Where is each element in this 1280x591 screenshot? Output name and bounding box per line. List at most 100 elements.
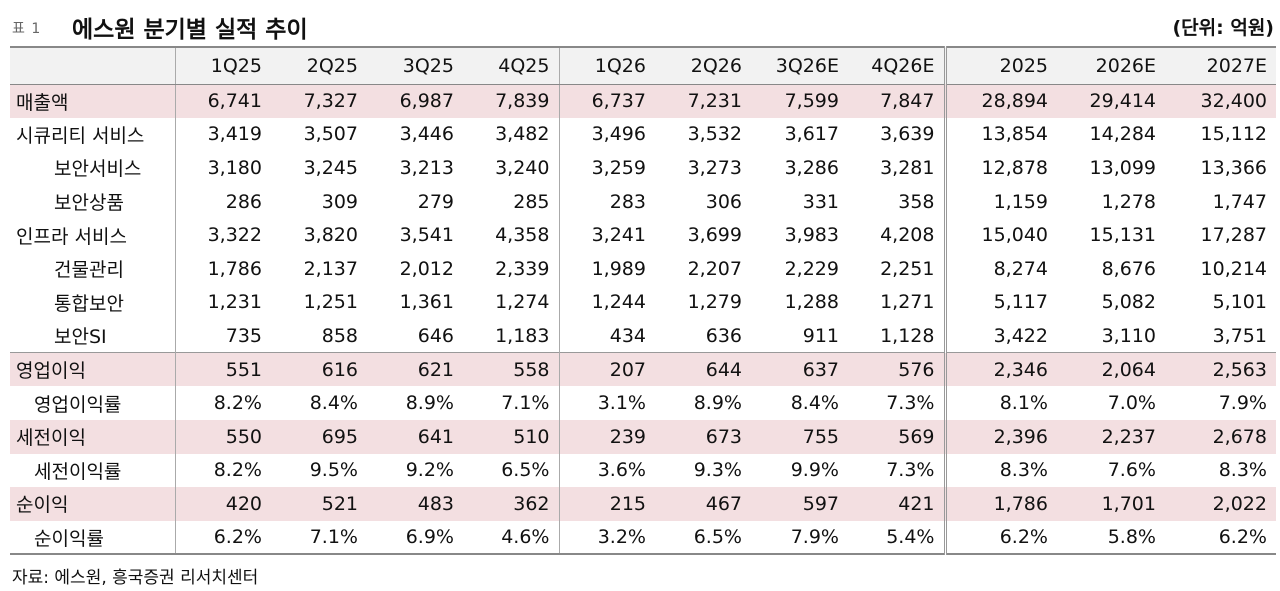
table-cell: 286 (174, 184, 271, 219)
table-cell: 7.1% (501, 392, 550, 415)
table-cell: 1,159 (943, 184, 1057, 219)
table-cell: 1,786 (943, 487, 1057, 521)
table-cell: 15,131 (1089, 224, 1156, 247)
table-cell: 3,245 (303, 156, 358, 179)
table-cell: 2,396 (943, 419, 1057, 454)
table-cell: 13,366 (1200, 156, 1267, 179)
row-label: 통합보안 (54, 292, 124, 315)
table-cell: 12,878 (943, 151, 1057, 185)
table-cell: 673 (705, 425, 742, 448)
column-header: 2025 (943, 46, 1057, 85)
table-cell: 911 (802, 324, 839, 347)
table-cell: 4,208 (880, 224, 935, 247)
table-cell: 2,563 (1165, 352, 1276, 387)
table-cell: 1,747 (1212, 190, 1267, 213)
table-cell: 7.6% (1107, 459, 1156, 482)
table-cell: 3.1% (558, 386, 655, 420)
row-label: 영업이익 (10, 352, 175, 387)
row-label: 순이익 (16, 494, 69, 517)
table-cell: 8.4% (309, 392, 358, 415)
row-label: 순이익률 (10, 520, 175, 556)
table-row: 통합보안 1,231 1,251 1,361 1,274 1,244 1,279 1,288 1… (10, 285, 1276, 320)
column-header: 3Q26E (751, 46, 848, 85)
table-cell: 13,854 (943, 117, 1057, 152)
table-cell: 7.0% (1107, 392, 1156, 415)
table-cell: 358 (898, 190, 935, 213)
header-corner (10, 46, 175, 85)
column-header: 2026E (1057, 46, 1165, 85)
table-cell: 3,507 (303, 123, 358, 146)
table-cell: 13,099 (1089, 156, 1156, 179)
table-cell: 6.2% (174, 520, 271, 556)
table-cell: 641 (417, 425, 454, 448)
table-cell: 331 (802, 190, 839, 213)
table-cell: 420 (174, 487, 271, 521)
table-cell: 207 (558, 352, 655, 387)
table-cell: 7.9% (1218, 392, 1267, 415)
table-cell: 636 (705, 324, 742, 347)
table-cell: 1,274 (495, 291, 550, 314)
table-cell: 755 (802, 425, 839, 448)
table-cell: 6.5% (655, 520, 751, 556)
table-cell: 32,400 (1200, 90, 1267, 113)
table-cell: 8.4% (790, 392, 839, 415)
table-cell: 3,496 (558, 117, 655, 152)
table-cell: 2,339 (495, 257, 550, 280)
table-cell: 6,987 (399, 90, 454, 113)
table-cell: 644 (655, 352, 751, 387)
table-cell: 550 (174, 419, 271, 454)
table-cell: 4.6% (463, 520, 559, 556)
table-cell: 467 (705, 492, 742, 515)
table-cell: 621 (367, 352, 463, 387)
table-cell: 6,737 (558, 84, 655, 118)
table-cell: 1,183 (495, 324, 550, 347)
table-cell: 8.2% (174, 453, 271, 488)
table-cell: 2,022 (1212, 492, 1267, 515)
row-label: 매출액 (16, 91, 69, 114)
column-header: 1Q26 (558, 46, 655, 85)
table-cell: 2,237 (1101, 425, 1156, 448)
table-cell: 6.2% (1165, 520, 1276, 556)
table-cell: 8.3% (1218, 459, 1267, 482)
table-cell: 3,482 (495, 123, 550, 146)
table-cell: 4,358 (495, 224, 550, 247)
table-row: 영업이익률 8.2% 8.4% 8.9% 7.1% 3.1% 8.9% 8.4% 7.3% 8.1… (10, 386, 1276, 420)
table-number-label: 표 1 (12, 21, 42, 37)
table-cell: 3,983 (784, 224, 839, 247)
table-cell: 3,639 (880, 123, 935, 146)
table-cell: 5,117 (943, 285, 1057, 320)
table-cell: 2,064 (1057, 352, 1165, 387)
table-cell: 7,599 (784, 90, 839, 113)
table-cell: 309 (321, 190, 358, 213)
table-cell: 239 (558, 419, 655, 454)
table-cell: 8.9% (405, 392, 454, 415)
table-cell: 17,287 (1200, 224, 1267, 247)
table-cell: 558 (463, 352, 559, 387)
table-cell: 2,346 (943, 352, 1057, 387)
table-row: 시큐리티 서비스 3,419 3,507 3,446 3,482 3,496 3,532 3,… (10, 117, 1276, 152)
table-cell: 1,989 (558, 251, 655, 286)
table-cell: 3,110 (1101, 324, 1156, 347)
table-cell: 3,419 (174, 117, 271, 152)
table-cell: 2,137 (303, 257, 358, 280)
header-row: 1Q25 2Q25 3Q25 4Q25 1Q26 2Q26 3Q26E 4Q26… (10, 46, 1276, 85)
table-cell: 7,839 (495, 90, 550, 113)
table-cell: 3.6% (558, 453, 655, 488)
table-cell: 9.5% (309, 459, 358, 482)
table-cell: 8.9% (693, 392, 742, 415)
table-cell: 28,894 (943, 84, 1057, 118)
column-header: 4Q26E (848, 46, 945, 85)
row-label: 인프라 서비스 (16, 225, 127, 248)
row-label: 보안SI (54, 326, 107, 349)
table-cell: 3,241 (558, 218, 655, 252)
column-header: 3Q25 (367, 46, 463, 85)
table-cell: 3,322 (174, 218, 271, 252)
table-cell: 7,847 (880, 90, 935, 113)
table-row: 매출액 6,741 7,327 6,987 7,839 6,737 7,231 7,599 7,… (10, 84, 1276, 118)
table-cell: 3,751 (1212, 324, 1267, 347)
table-row: 보안상품 286 309 279 285 283 306 331 358 1,159 1,278 1,… (10, 184, 1276, 219)
table-cell: 597 (802, 492, 839, 515)
table-cell: 7.1% (271, 520, 367, 556)
table-row: 순이익 420 521 483 362 215 467 597 421 1,786 1,701 2,0… (10, 487, 1276, 521)
column-header: 2027E (1165, 46, 1276, 85)
